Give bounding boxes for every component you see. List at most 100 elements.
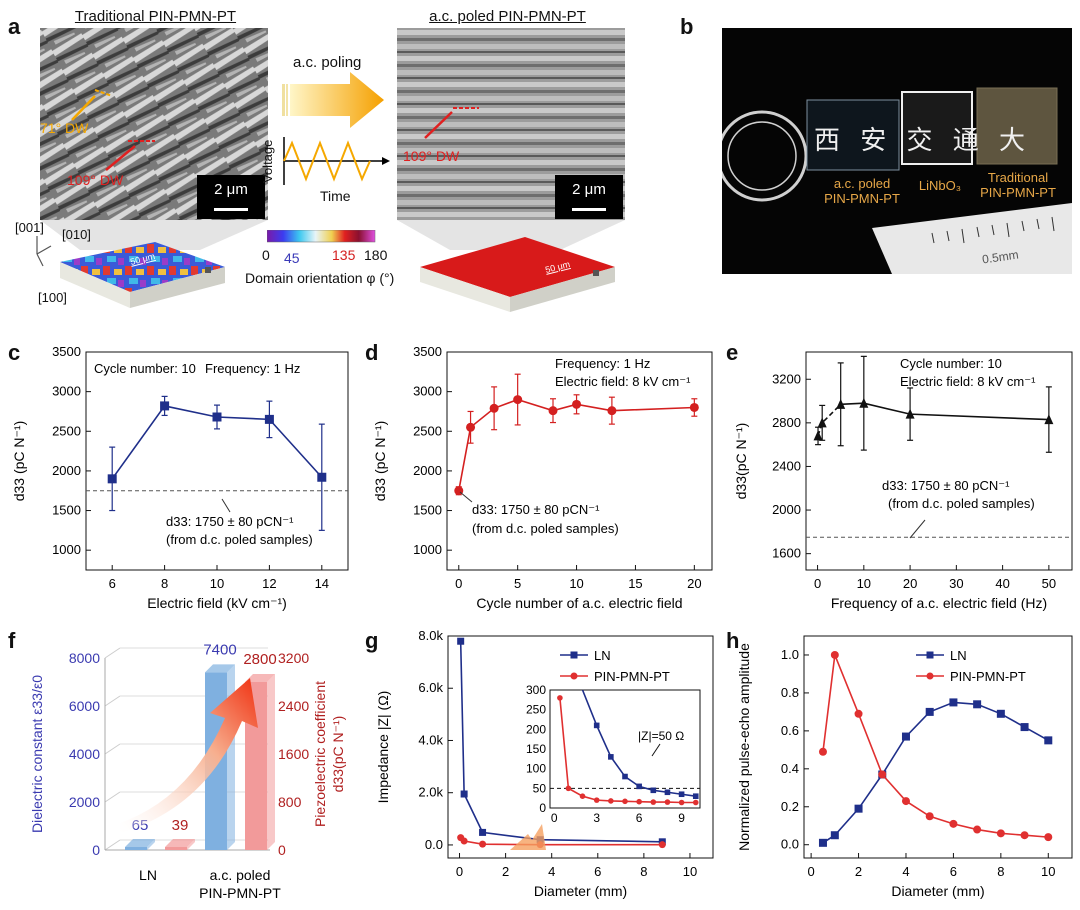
annotation-arrow — [459, 491, 473, 503]
axis-001-label: [001] — [15, 220, 44, 235]
data-point — [570, 651, 578, 659]
bar-top — [205, 664, 235, 673]
panel-label-f: f — [8, 628, 16, 653]
right-y-tick-label: 0 — [278, 842, 286, 858]
category-label-ac-2: PIN-PMN-PT — [199, 885, 281, 901]
category-label-ln: LN — [139, 867, 157, 883]
data-point — [650, 787, 657, 794]
y-tick-label: 1000 — [413, 542, 442, 557]
y-tick-label: 0.8 — [781, 685, 799, 700]
annotation-field: Electric field: 8 kV cm⁻¹ — [900, 374, 1036, 389]
data-point — [836, 398, 846, 409]
x-tick-label: 50 — [1042, 576, 1056, 591]
annotation-arrow — [221, 498, 231, 513]
y-tick-label: 2500 — [413, 423, 442, 438]
x-tick-label: 8 — [997, 864, 1004, 879]
right-y-tick-label: 3200 — [278, 650, 309, 666]
x-tick-label: 12 — [262, 576, 276, 591]
y-tick-label: 0.0 — [781, 837, 799, 852]
data-point — [557, 695, 563, 701]
chart-d: 0 5 10 15 20 1000 1500 2000 2500 3000 3500 Cycle nu… — [372, 344, 713, 611]
dw109-arrow-left — [105, 145, 136, 171]
grid-line — [104, 839, 121, 851]
data-point — [593, 722, 600, 729]
annotation-cycle: Cycle number: 10 — [900, 356, 1002, 371]
x-axis-label: Cycle number of a.c. electric field — [476, 595, 682, 611]
data-point — [1044, 414, 1054, 425]
data-point — [160, 401, 170, 411]
data-point — [565, 785, 572, 792]
data-point — [460, 837, 468, 845]
data-point — [1044, 833, 1053, 842]
x-tick-label: 8 — [161, 576, 168, 591]
bar-value-label: 39 — [172, 817, 189, 834]
right-y-axis-label-2: d33(pC N⁻¹) — [330, 716, 346, 793]
bar-value-label: 7400 — [203, 641, 236, 658]
inset-annotation-arrow — [651, 743, 661, 757]
data-point — [658, 841, 666, 849]
data-point — [996, 709, 1005, 718]
y-axis-label: Normalized pulse-echo amplitude — [736, 643, 752, 851]
bar-side — [147, 839, 155, 850]
data-point — [878, 770, 887, 779]
dw109-label-left: 109° DW — [67, 172, 124, 188]
bar — [125, 847, 147, 850]
x-tick-label: 6 — [109, 576, 116, 591]
colorbar-tick-0: 0 — [262, 247, 270, 263]
y-tick-label: 1.0 — [781, 647, 799, 662]
colorbar-tick-45: 45 — [284, 250, 300, 266]
annotation-arrow — [909, 519, 926, 539]
sample3-label: Traditional PIN-PMN-PT — [980, 170, 1056, 200]
data-point — [996, 829, 1005, 838]
ac-poling-label: a.c. poling — [293, 54, 362, 71]
data-point — [949, 698, 958, 707]
bar — [165, 847, 187, 850]
x-tick-label: 10 — [683, 864, 697, 879]
domain-block-ac-poled — [420, 237, 615, 312]
data-point — [692, 793, 699, 799]
ac-poling-arrow — [282, 72, 384, 128]
axis-010-label: [010] — [62, 227, 91, 242]
left-y-tick-label: 8000 — [69, 650, 100, 666]
data-point — [579, 793, 586, 799]
inset-y-tick-label: 0 — [539, 801, 546, 815]
y-axis-label: d33 (pC N⁻¹) — [372, 421, 388, 502]
left-y-tick-label: 0 — [92, 842, 100, 858]
y-tick-label: 4.0k — [418, 732, 443, 747]
traditional-title: Traditional PIN-PMN-PT — [74, 8, 237, 25]
bar-top — [165, 839, 195, 847]
y-axis-label: Impedance |Z| (Ω) — [375, 691, 391, 804]
data-point — [925, 812, 934, 821]
dw-annotations-right — [424, 107, 479, 139]
data-point — [830, 650, 839, 659]
legend-label-pin: PIN-PMN-PT — [950, 669, 1026, 684]
scale-bar-right: 2 μm — [555, 175, 623, 219]
y-tick-label: 1500 — [52, 503, 81, 518]
dw-annotations-left — [71, 89, 155, 171]
data-point — [905, 408, 915, 419]
projection-shading — [40, 220, 625, 250]
y-tick-label: 3200 — [772, 371, 801, 386]
plot-frame — [803, 635, 1073, 859]
series-line-dashed — [817, 403, 842, 437]
x-tick-label: 6 — [594, 864, 601, 879]
y-tick-label: 1500 — [413, 503, 442, 518]
data-point — [513, 395, 523, 405]
left-y-tick-label: 6000 — [69, 698, 100, 714]
data-point — [818, 838, 827, 847]
right-y-tick-label: 2400 — [278, 698, 309, 714]
plot-frame — [805, 351, 1073, 571]
chart-g: 0 2 4 6 8 10 0.0 2.0k 4.0k 6.0k 8.0k Diameter (mm) I… — [375, 628, 714, 899]
category-label-ac-1: a.c. poled — [210, 867, 271, 883]
data-point — [608, 754, 614, 760]
y-tick-label: 2000 — [52, 463, 81, 478]
y-tick-label: 2.0k — [418, 785, 443, 800]
inset-y-tick-label: 200 — [526, 722, 546, 736]
inset-annotation: |Z|=50 Ω — [638, 729, 684, 743]
grid-line — [104, 743, 121, 755]
bar-side — [187, 839, 195, 850]
data-point — [489, 403, 499, 413]
annotation-reference: d33: 1750 ± 80 pCN⁻¹ — [166, 514, 294, 529]
inset-x-tick-label: 3 — [593, 811, 600, 825]
y-tick-label: 2400 — [772, 458, 801, 473]
